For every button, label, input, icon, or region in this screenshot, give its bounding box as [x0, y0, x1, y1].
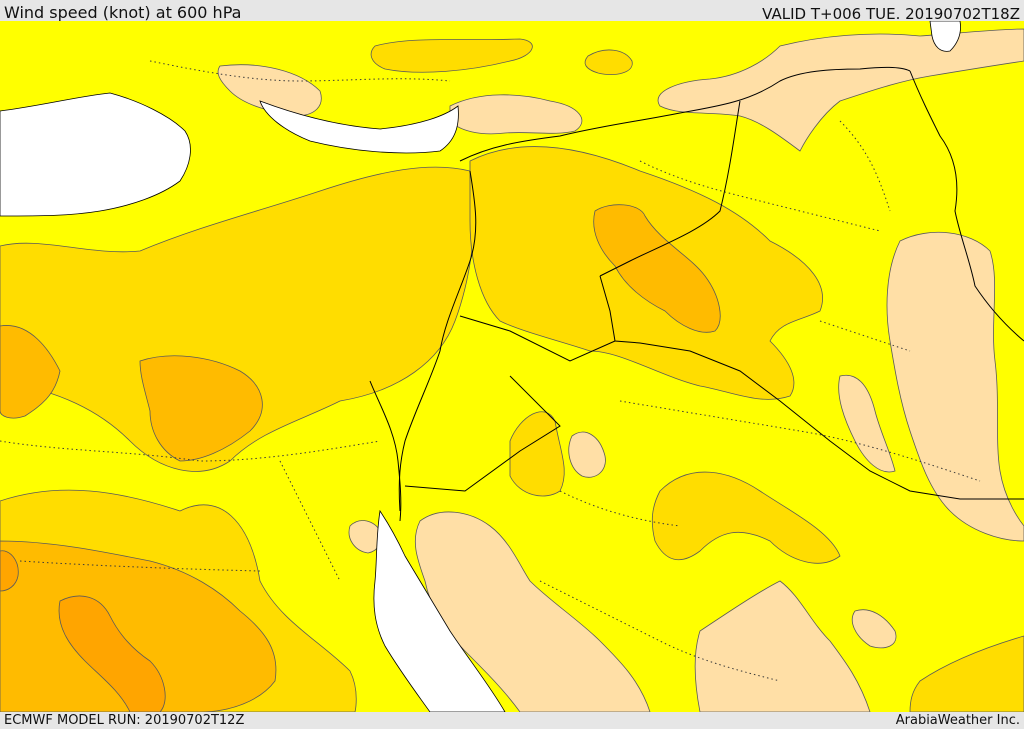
border-levant-coast [398, 170, 477, 512]
wind-zone-medium-jordan [509, 411, 565, 497]
border-iraq-west [599, 100, 741, 277]
wind-zone-stronger-west [0, 550, 19, 592]
wind-zone-strong-west [0, 325, 61, 419]
border-syria-jordan [459, 315, 616, 362]
border-egypt-sinai [369, 380, 402, 522]
wind-zone-strong-south [0, 540, 277, 712]
province-boundary-5 [559, 490, 681, 527]
wind-zone-light-jordan [568, 431, 606, 478]
province-boundary-6 [539, 580, 781, 682]
wind-zone-light-gulf [851, 609, 897, 649]
province-boundary-4 [639, 160, 881, 232]
valid-time-label: VALID T+006 TUE. 20190702T18Z [762, 5, 1020, 23]
province-boundary-3 [619, 400, 981, 482]
wind-zone-strong-east [593, 204, 721, 333]
wind-zone-medium-arabia [651, 471, 841, 564]
wind-zone-stronger-south [58, 595, 166, 712]
border-syria-iraq [599, 275, 1024, 500]
mediterranean-sea-west [0, 92, 191, 217]
wind-zone-light-arabia [414, 511, 651, 712]
chart-title: Wind speed (knot) at 600 hPa [4, 3, 242, 22]
wind-speed-map [0, 21, 1024, 712]
border-turkey-syria [459, 66, 911, 162]
model-run-label: ECMWF MODEL RUN: 20190702T12Z [4, 713, 245, 728]
wind-zone-light-arabia-2 [694, 580, 871, 712]
red-sea [373, 509, 506, 712]
wind-zone-light-iraq [838, 374, 896, 473]
border-jordan-saudi [404, 375, 561, 492]
credit-label: ArabiaWeather Inc. [895, 713, 1020, 728]
caspian-sea-edge [929, 21, 961, 52]
wind-zone-medium-north-2 [584, 49, 633, 75]
wind-zone-medium-north [370, 38, 533, 73]
wind-zone-strong-sinai [139, 355, 263, 462]
wind-zone-light-turkey [449, 94, 583, 135]
border-iran-iraq [909, 70, 1024, 342]
province-boundary-10 [279, 460, 341, 582]
black-sea-edge [259, 100, 459, 154]
wind-zone-medium-west [0, 166, 475, 472]
province-boundary-7 [819, 320, 911, 352]
wind-zone-light-iran [886, 231, 1024, 542]
